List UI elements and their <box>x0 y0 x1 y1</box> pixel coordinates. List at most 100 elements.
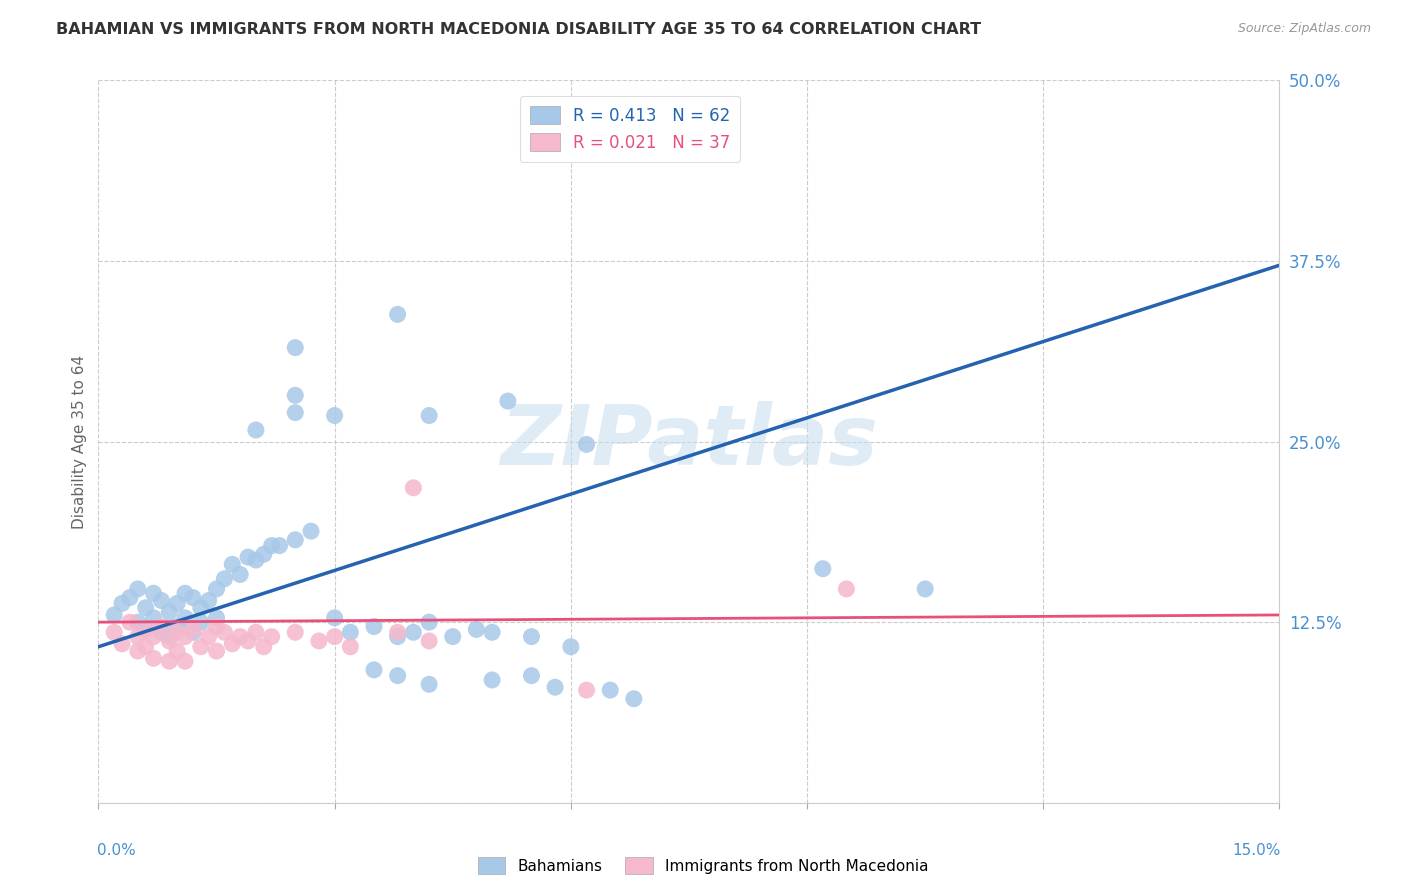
Text: BAHAMIAN VS IMMIGRANTS FROM NORTH MACEDONIA DISABILITY AGE 35 TO 64 CORRELATION : BAHAMIAN VS IMMIGRANTS FROM NORTH MACEDO… <box>56 22 981 37</box>
Point <box>465 623 488 637</box>
Point <box>157 634 180 648</box>
Point <box>174 630 197 644</box>
Point <box>323 611 346 625</box>
Point <box>150 625 173 640</box>
Point <box>387 630 409 644</box>
Point <box>205 619 228 633</box>
Point <box>197 593 219 607</box>
Point <box>205 644 228 658</box>
Point <box>284 625 307 640</box>
Point <box>190 600 212 615</box>
Point <box>323 630 346 644</box>
Point <box>142 611 165 625</box>
Point <box>181 625 204 640</box>
Point <box>127 615 149 630</box>
Point <box>253 640 276 654</box>
Point <box>260 539 283 553</box>
Point <box>560 640 582 654</box>
Point <box>174 586 197 600</box>
Point <box>135 623 157 637</box>
Point <box>481 625 503 640</box>
Point <box>402 625 425 640</box>
Point <box>441 630 464 644</box>
Point <box>339 625 361 640</box>
Point <box>205 611 228 625</box>
Point <box>575 683 598 698</box>
Point <box>197 630 219 644</box>
Point <box>299 524 322 538</box>
Point <box>221 637 243 651</box>
Point <box>496 394 519 409</box>
Point <box>150 619 173 633</box>
Point <box>103 625 125 640</box>
Point <box>127 630 149 644</box>
Point <box>575 437 598 451</box>
Point <box>118 615 141 630</box>
Point <box>205 582 228 596</box>
Point <box>135 623 157 637</box>
Point <box>387 625 409 640</box>
Point <box>111 637 134 651</box>
Point <box>544 680 567 694</box>
Point <box>181 591 204 605</box>
Point <box>481 673 503 687</box>
Point <box>269 539 291 553</box>
Point <box>229 567 252 582</box>
Point <box>363 619 385 633</box>
Point <box>236 550 259 565</box>
Point <box>103 607 125 622</box>
Point <box>284 406 307 420</box>
Point <box>174 654 197 668</box>
Point <box>520 630 543 644</box>
Point <box>214 572 236 586</box>
Point <box>520 668 543 682</box>
Point <box>914 582 936 596</box>
Point <box>142 651 165 665</box>
Legend: Bahamians, Immigrants from North Macedonia: Bahamians, Immigrants from North Macedon… <box>471 851 935 880</box>
Point <box>127 582 149 596</box>
Point <box>402 481 425 495</box>
Point <box>142 586 165 600</box>
Point <box>387 668 409 682</box>
Point <box>284 341 307 355</box>
Point <box>135 640 157 654</box>
Point <box>229 630 252 644</box>
Point <box>157 630 180 644</box>
Point <box>166 625 188 640</box>
Point <box>221 558 243 572</box>
Text: 15.0%: 15.0% <box>1232 843 1281 857</box>
Point <box>157 654 180 668</box>
Point <box>811 562 834 576</box>
Text: 0.0%: 0.0% <box>97 843 136 857</box>
Point <box>387 307 409 321</box>
Point <box>157 605 180 619</box>
Point <box>150 593 173 607</box>
Text: Source: ZipAtlas.com: Source: ZipAtlas.com <box>1237 22 1371 36</box>
Point <box>623 691 645 706</box>
Point <box>284 533 307 547</box>
Point <box>418 615 440 630</box>
Point <box>135 600 157 615</box>
Point <box>111 596 134 610</box>
Legend: R = 0.413   N = 62, R = 0.021   N = 37: R = 0.413 N = 62, R = 0.021 N = 37 <box>520 95 740 161</box>
Point <box>308 634 330 648</box>
Point <box>181 623 204 637</box>
Point <box>166 644 188 658</box>
Text: ZIPatlas: ZIPatlas <box>501 401 877 482</box>
Point <box>835 582 858 596</box>
Point <box>214 625 236 640</box>
Point <box>323 409 346 423</box>
Point <box>166 596 188 610</box>
Point <box>127 644 149 658</box>
Point <box>245 423 267 437</box>
Point <box>418 677 440 691</box>
Point <box>253 547 276 561</box>
Y-axis label: Disability Age 35 to 64: Disability Age 35 to 64 <box>72 354 87 529</box>
Point <box>599 683 621 698</box>
Point <box>166 619 188 633</box>
Point <box>284 388 307 402</box>
Point <box>190 615 212 630</box>
Point <box>142 630 165 644</box>
Point <box>418 409 440 423</box>
Point <box>236 634 259 648</box>
